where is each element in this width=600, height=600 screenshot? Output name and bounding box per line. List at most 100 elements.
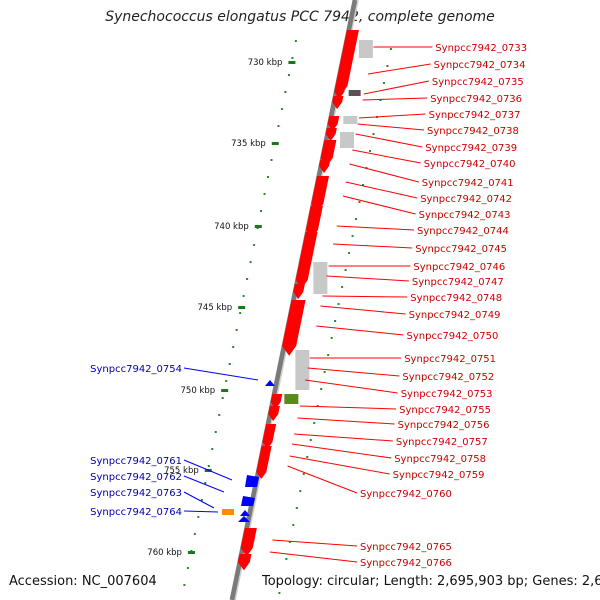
gene-leader-line — [322, 295, 408, 298]
gc-block — [343, 116, 358, 124]
gene-leader-line — [305, 379, 398, 394]
forward-gene-label: Synpcc7942_0740 — [424, 159, 516, 170]
gene-leader-line — [355, 133, 423, 148]
track-dot — [351, 235, 354, 237]
scale-dot — [277, 125, 280, 127]
scale-dot — [284, 91, 287, 93]
scale-dot — [193, 533, 196, 535]
gene-leader-line — [294, 433, 393, 442]
track-dot — [382, 82, 385, 84]
kbp-tick — [238, 306, 246, 309]
gene-leader-line — [183, 367, 259, 381]
track-dot — [295, 507, 298, 509]
gene-leader-line — [326, 275, 409, 282]
forward-gene-arrow — [335, 58, 354, 95]
scale-dot — [207, 465, 210, 467]
forward-gene-label: Synpcc7942_0751 — [404, 354, 496, 365]
forward-gene-label: Synpcc7942_0736 — [430, 94, 522, 105]
forward-gene-arrow — [332, 96, 344, 109]
forward-gene-label: Synpcc7942_0766 — [360, 558, 452, 569]
forward-gene-label: Synpcc7942_0738 — [427, 126, 519, 137]
gene-leader-line — [272, 539, 358, 547]
scale-dot — [232, 346, 235, 348]
kbp-label: 755 kbp — [164, 466, 199, 476]
kbp-label: 760 kbp — [147, 548, 182, 558]
kbp-label: 745 kbp — [198, 303, 233, 313]
track-dot — [389, 48, 392, 50]
gene-leader-line — [292, 443, 392, 459]
forward-gene-arrow — [240, 538, 255, 557]
forward-gene-label: Synpcc7942_0739 — [425, 143, 517, 154]
scale-dot — [186, 567, 189, 569]
track-dot — [285, 558, 288, 560]
track-dot — [386, 65, 389, 67]
track-dot — [327, 354, 330, 356]
scale-dot — [221, 397, 224, 399]
gene-leader-line — [349, 163, 419, 183]
gene-leader-line — [358, 113, 426, 119]
track-dot — [299, 490, 302, 492]
track-dot — [292, 524, 295, 526]
gene-leader-line — [289, 455, 390, 475]
scale-dot — [183, 584, 186, 586]
track-dot — [320, 388, 323, 390]
gc-skew-block — [284, 394, 299, 404]
gene-leader-line — [345, 181, 418, 199]
forward-gene-arrow — [256, 446, 272, 479]
track-dot — [344, 269, 347, 271]
gene-leader-line — [183, 475, 225, 493]
forward-gene-label: Synpcc7942_0745 — [415, 244, 507, 255]
gc-block — [340, 132, 355, 148]
forward-gene-arrow — [293, 284, 305, 299]
gene-leader-line — [269, 551, 358, 563]
track-dot — [288, 541, 291, 543]
forward-gene-label: Synpcc7942_0743 — [419, 210, 511, 221]
kbp-tick — [187, 551, 195, 554]
gc-block — [358, 40, 373, 58]
forward-gene-arrow — [320, 140, 337, 167]
scale-dot — [218, 414, 221, 416]
scale-dot — [267, 176, 270, 178]
reverse-gene-label: Synpcc7942_0764 — [90, 507, 182, 518]
reverse-gene-label: Synpcc7942_0754 — [90, 364, 182, 375]
map-title: Synechococcus elongatus PCC 7942, comple… — [105, 9, 495, 25]
track-dot — [334, 320, 337, 322]
forward-gene-label: Synpcc7942_0734 — [434, 60, 526, 71]
kbp-tick — [221, 389, 229, 392]
forward-gene-label: Synpcc7942_0758 — [394, 454, 486, 465]
kbp-tick — [254, 225, 262, 228]
gene-leader-line — [363, 80, 429, 95]
scale-dot — [228, 363, 231, 365]
reverse-gene-block — [241, 496, 255, 506]
track-dot — [278, 592, 281, 594]
scale-dot — [270, 159, 273, 161]
kbp-label: 730 kbp — [248, 58, 283, 68]
scale-dot — [246, 278, 249, 280]
forward-gene-label: Synpcc7942_0735 — [432, 77, 524, 88]
track-dot — [309, 439, 312, 441]
gene-leader-line — [183, 491, 215, 509]
kbp-label: 740 kbp — [214, 222, 249, 232]
track-dot — [302, 473, 305, 475]
gene-leader-line — [333, 243, 413, 249]
track-dot — [372, 133, 375, 135]
scale-dot — [280, 108, 283, 110]
forward-gene-arrow — [270, 394, 283, 409]
forward-gene-arrow — [237, 554, 252, 571]
gc-block — [313, 262, 328, 294]
kbp-tick — [271, 142, 279, 145]
reverse-gene-label: Synpcc7942_0763 — [90, 488, 182, 499]
kbp-label: 735 kbp — [231, 139, 266, 149]
forward-gene-arrow — [334, 86, 346, 99]
features — [222, 30, 373, 571]
scale-dot — [287, 74, 290, 76]
kbp-tick — [288, 61, 296, 64]
scale-dot — [294, 40, 297, 42]
forward-gene-arrow — [341, 30, 359, 67]
gene-leader-line — [287, 465, 358, 494]
gene-leader-line — [183, 510, 219, 513]
track-dot — [379, 99, 382, 101]
gene-leader-line — [342, 195, 416, 215]
track-dot — [358, 201, 361, 203]
